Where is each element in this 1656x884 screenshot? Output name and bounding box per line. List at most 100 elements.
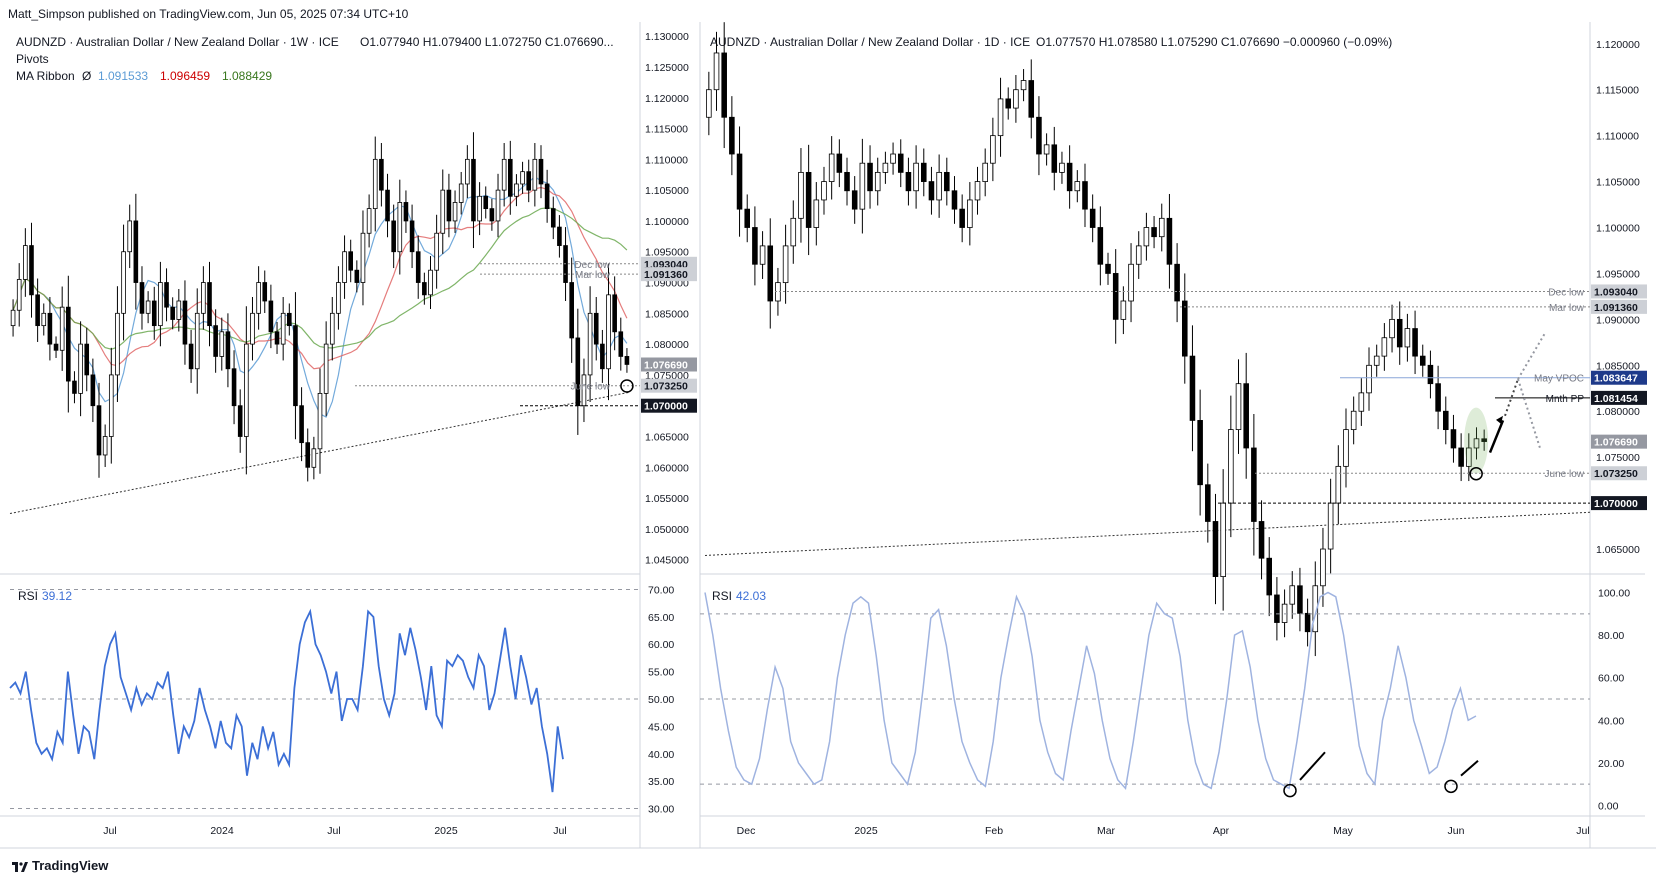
daily-candle — [1289, 571, 1296, 619]
daily-candle-body — [951, 190, 958, 210]
daily-candle — [1304, 598, 1311, 647]
weekly-candle — [366, 194, 372, 248]
daily-level-price-bg — [1591, 390, 1647, 405]
weekly-candle — [569, 257, 574, 363]
weekly-candle — [133, 193, 139, 310]
daily-candle-body — [721, 52, 727, 118]
weekly-candle-body — [201, 282, 206, 314]
weekly-candle-body — [237, 405, 243, 437]
weekly-candle — [287, 303, 292, 336]
daily-candle-body — [1274, 594, 1280, 623]
daily-support-price-bg — [1591, 496, 1647, 511]
weekly-candle-body — [434, 232, 439, 271]
weekly-candle — [618, 317, 624, 371]
daily-candle-body — [1373, 355, 1380, 366]
weekly-candle — [624, 348, 630, 373]
weekly-candle-body — [538, 158, 544, 185]
weekly-time-tick: Jul — [327, 825, 340, 837]
weekly-candle-body — [139, 282, 145, 314]
weekly-candle — [575, 308, 581, 435]
daily-price-tick: 1.075000 — [1596, 452, 1640, 464]
daily-candle-body — [1235, 383, 1242, 431]
daily-level-price: 1.093040 — [1594, 286, 1638, 298]
weekly-candle-body — [231, 368, 237, 407]
daily-candle-body — [1419, 355, 1426, 366]
weekly-candle-body — [612, 294, 617, 333]
weekly-rsi-tick: 40.00 — [648, 749, 674, 761]
daily-candle — [1074, 170, 1081, 203]
weekly-candle-body — [23, 245, 28, 280]
weekly-ma-slow — [12, 207, 628, 350]
daily-rsi-tick: 40.00 — [1598, 715, 1624, 727]
weekly-candle — [532, 143, 538, 207]
daily-candle-body — [1020, 80, 1027, 91]
daily-candle — [1335, 445, 1342, 525]
weekly-candle — [182, 280, 188, 365]
tradingview-logo-text: TradingView — [32, 858, 109, 873]
weekly-time-axis: Jul 2024 Jul 2025 Jul — [103, 825, 566, 837]
weekly-candle — [557, 215, 562, 258]
weekly-time-tick: 2024 — [210, 825, 234, 837]
tradingview-logo[interactable]: TradingView — [12, 858, 108, 873]
weekly-candle-body — [593, 312, 599, 345]
daily-candle — [959, 194, 965, 243]
daily-candle-body — [1135, 245, 1142, 265]
daily-candle-body — [1013, 89, 1019, 109]
weekly-candle-body — [176, 300, 182, 320]
daily-level-label: Mnth PP — [1546, 394, 1585, 405]
weekly-candle-body — [618, 331, 624, 357]
weekly-candle — [526, 159, 532, 203]
daily-candle-body — [1335, 465, 1342, 504]
weekly-candle-body — [514, 183, 519, 197]
daily-candle — [920, 148, 927, 197]
daily-candle-body — [1473, 438, 1480, 449]
weekly-candle — [336, 266, 341, 330]
weekly-candle-body — [170, 306, 175, 320]
weekly-candle-body — [164, 282, 169, 308]
weekly-rsi-axis: 70.00 65.00 60.00 55.00 50.00 45.00 40.00 35.00… — [648, 584, 674, 815]
daily-candle — [1481, 429, 1487, 451]
daily-candle-body — [1404, 328, 1411, 348]
daily-candle — [759, 231, 766, 279]
weekly-ma-value-2: 1.096459 — [160, 69, 210, 83]
weekly-candle-body — [133, 220, 139, 283]
weekly-candle-body — [317, 392, 323, 450]
weekly-rsi-value: 39.12 — [42, 589, 72, 603]
weekly-candle-body — [624, 356, 630, 365]
weekly-candle-body — [409, 220, 415, 253]
daily-plot — [704, 22, 1591, 657]
weekly-candle — [16, 263, 22, 327]
weekly-candle — [311, 436, 317, 480]
weekly-june-low-marker — [620, 379, 634, 393]
daily-candle — [1059, 151, 1065, 184]
daily-rsi-tick: 100.00 — [1598, 588, 1630, 600]
weekly-candle — [495, 173, 501, 238]
daily-up-arrow — [1488, 419, 1505, 454]
daily-candle-body — [990, 135, 996, 164]
weekly-support-price-bg — [641, 398, 697, 413]
weekly-ma-symbol: Ø — [82, 69, 91, 83]
weekly-candle — [305, 428, 311, 482]
daily-candle-body — [1297, 585, 1303, 614]
daily-candle — [905, 157, 912, 206]
weekly-level-price: 1.073250 — [644, 381, 688, 393]
daily-candle-body — [759, 245, 766, 265]
daily-price-tick: 1.120000 — [1596, 39, 1640, 51]
weekly-candle — [274, 321, 280, 354]
weekly-candle — [102, 424, 108, 467]
daily-candle-body — [767, 245, 774, 302]
weekly-candle-body — [348, 251, 353, 271]
daily-candle-body — [974, 181, 981, 201]
daily-rsi-line — [704, 591, 1477, 791]
weekly-candle-body — [250, 312, 255, 345]
daily-candle-body — [1458, 447, 1464, 467]
weekly-price-tick: 1.065000 — [645, 432, 689, 444]
daily-candle — [1373, 344, 1380, 377]
daily-candle-body — [982, 162, 988, 182]
daily-candle — [1151, 216, 1157, 249]
weekly-candle — [342, 235, 347, 299]
weekly-rsi-header: RSI 39.12 — [18, 589, 72, 603]
weekly-candle — [41, 303, 47, 336]
weekly-candle — [250, 296, 255, 361]
daily-candle — [890, 142, 896, 175]
